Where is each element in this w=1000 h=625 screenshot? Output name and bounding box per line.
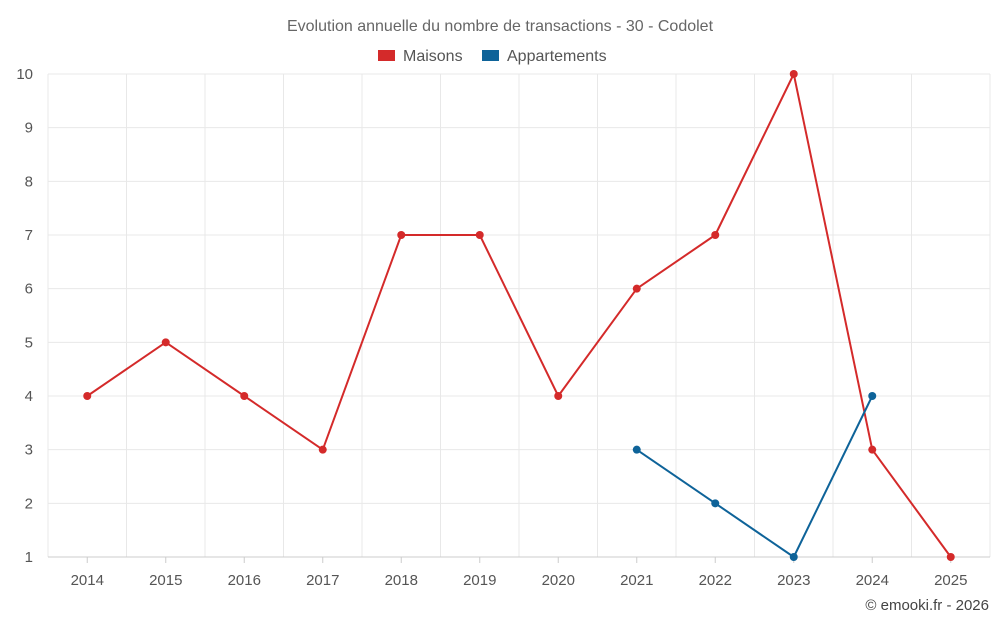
series-line-maisons [86,73,952,558]
data-point-maisons-2022[interactable] [711,231,720,239]
legend-label-appartements: Appartements [507,48,607,65]
x-tick-label: 2016 [228,572,261,589]
y-tick-label: 5 [25,334,33,351]
data-point-maisons-2016[interactable] [240,392,249,400]
chart-title: Evolution annuelle du nombre de transact… [287,18,714,35]
x-tick-label: 2018 [385,572,418,589]
series-maisons [83,70,955,561]
data-point-appartements-2023[interactable] [789,553,798,561]
x-tick-label: 2023 [777,572,810,589]
series-layer [83,70,955,561]
data-point-maisons-2014[interactable] [83,392,92,400]
x-tick-label: 2020 [542,572,575,589]
series-appartements [632,392,877,561]
legend-swatch-appartements [482,50,499,61]
legend: Maisons Appartements [378,48,607,65]
data-point-maisons-2021[interactable] [632,284,641,293]
legend-label-maisons: Maisons [403,48,463,65]
x-tick-label: 2019 [463,572,496,589]
data-point-appartements-2022[interactable] [711,499,720,508]
data-point-maisons-2024[interactable] [868,445,877,454]
data-point-maisons-2019[interactable] [475,231,484,239]
y-tick-label: 6 [25,281,33,298]
x-tick-label: 2017 [306,572,339,589]
x-tick-label: 2021 [620,572,653,589]
credit-text: © emooki.fr - 2026 [865,597,989,614]
data-point-appartements-2021[interactable] [632,445,641,454]
legend-swatch-maisons [378,50,395,61]
data-point-maisons-2017[interactable] [318,445,327,454]
data-point-maisons-2023[interactable] [789,70,798,78]
data-point-maisons-2015[interactable] [161,338,170,347]
y-tick-label: 4 [25,388,33,405]
y-tick-label: 3 [25,442,33,459]
data-point-maisons-2025[interactable] [946,553,955,561]
x-tick-label: 2022 [699,572,732,589]
legend-item-appartements[interactable]: Appartements [482,48,607,65]
data-point-appartements-2024[interactable] [868,392,877,400]
y-tick-label: 8 [25,173,33,190]
series-line-appartements [636,395,874,558]
x-tick-label: 2025 [934,572,967,589]
data-point-maisons-2020[interactable] [554,392,563,400]
x-tick-label: 2014 [71,572,104,589]
legend-item-maisons[interactable]: Maisons [378,48,463,65]
y-axis: 1 2 3 4 5 6 7 8 9 10 [16,66,33,566]
grid [47,73,991,557]
y-tick-label: 2 [25,495,33,512]
y-tick-label: 1 [25,549,33,566]
x-tick-label: 2015 [149,572,182,589]
x-axis: 2014 2015 2016 2017 2018 2019 2020 2021 2022 2023… [48,556,990,589]
y-tick-label: 7 [25,227,33,244]
y-tick-label: 9 [25,120,33,137]
y-tick-label: 10 [16,66,33,83]
x-tick-label: 2024 [856,572,889,589]
data-point-maisons-2018[interactable] [397,231,406,239]
